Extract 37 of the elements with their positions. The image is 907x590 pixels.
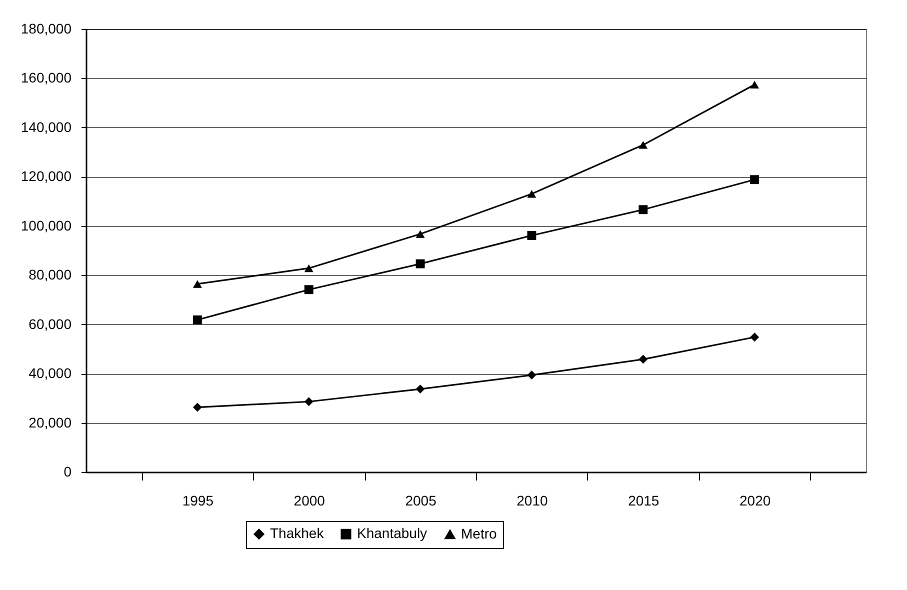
point — [638, 205, 648, 214]
y-tick-label: 140,000 — [20, 118, 72, 135]
x-tick-label: 1995 — [182, 492, 214, 508]
y-tick-label: 60,000 — [28, 316, 72, 332]
point — [192, 315, 202, 324]
point — [416, 259, 425, 268]
legend-label: Thakhek — [270, 525, 325, 542]
x-tick-label: 2005 — [405, 492, 437, 508]
point — [750, 175, 760, 184]
x-tick-label: 2010 — [516, 492, 548, 508]
point — [750, 332, 760, 342]
legend-label: Metro — [461, 525, 497, 542]
point — [416, 384, 425, 394]
point — [527, 370, 536, 380]
x-tick-label: 2000 — [294, 492, 326, 508]
point — [304, 285, 314, 294]
y-tick-label: 180,000 — [20, 20, 72, 36]
point — [638, 141, 648, 149]
point — [638, 354, 648, 364]
x-tick-label: 2020 — [739, 492, 771, 508]
legend-label: Khantabuly — [357, 525, 428, 542]
y-tick-label: 80,000 — [28, 266, 72, 283]
y-tick-label: 160,000 — [20, 70, 72, 86]
point — [304, 264, 314, 272]
point — [527, 231, 536, 240]
point — [416, 230, 425, 238]
point — [192, 402, 202, 412]
y-tick-label: 120,000 — [20, 168, 72, 184]
point — [304, 397, 314, 406]
point — [527, 190, 536, 198]
point — [192, 280, 202, 288]
y-tick-label: 100,000 — [20, 217, 72, 234]
x-tick-label: 2015 — [628, 492, 660, 508]
y-tick-label: 40,000 — [28, 365, 72, 382]
point — [750, 80, 760, 88]
y-tick-label: 0 — [64, 464, 72, 480]
y-tick-label: 20,000 — [28, 414, 72, 430]
